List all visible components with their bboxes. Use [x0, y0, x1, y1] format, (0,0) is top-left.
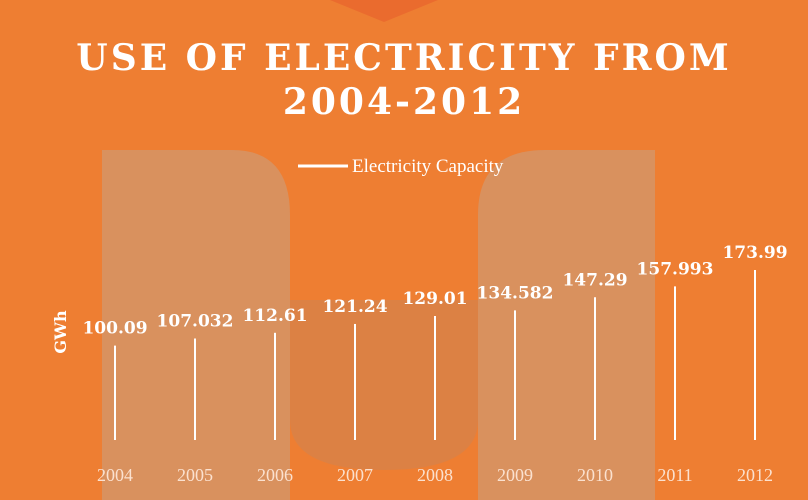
x-tick-2012: 2012 — [737, 465, 773, 485]
watermark-logo — [102, 0, 655, 500]
x-tick-2009: 2009 — [497, 465, 533, 485]
data-label-2004: 100.09 — [82, 319, 147, 339]
x-tick-2004: 2004 — [97, 465, 133, 485]
data-label-2005: 107.032 — [157, 312, 234, 332]
data-label-2010: 147.29 — [562, 270, 627, 290]
watermark-right-arm — [478, 150, 655, 500]
x-tick-2006: 2006 — [257, 465, 293, 485]
x-tick-2010: 2010 — [577, 465, 613, 485]
x-tick-2011: 2011 — [657, 465, 692, 485]
legend: Electricity Capacity — [298, 156, 504, 177]
bar-group — [114, 270, 756, 440]
data-label-2006: 112.61 — [242, 306, 307, 326]
watermark-center-bowl — [290, 300, 478, 470]
x-tick-group: 2004 2005 2006 2007 2008 2009 2010 2011 2012 — [97, 465, 773, 485]
data-label-2009: 134.582 — [477, 283, 554, 303]
data-label-2011: 157.993 — [637, 259, 714, 279]
data-label-group: 100.09 107.032 112.61 121.24 129.01 134.582 14… — [82, 243, 787, 339]
data-label-2008: 129.01 — [402, 289, 467, 309]
chart-title-line2: 2004-2012 — [283, 81, 525, 123]
watermark-left-arm — [102, 150, 290, 500]
x-tick-2007: 2007 — [337, 465, 373, 485]
chart-title-line1: USE OF ELECTRICITY FROM — [76, 37, 731, 79]
x-tick-2008: 2008 — [417, 465, 453, 485]
data-label-2007: 121.24 — [322, 297, 387, 317]
y-axis-label: GWh — [51, 310, 70, 354]
legend-label: Electricity Capacity — [352, 156, 504, 177]
x-tick-2005: 2005 — [177, 465, 213, 485]
watermark-top-chevron — [330, 0, 438, 22]
data-label-2012: 173.99 — [722, 243, 787, 263]
